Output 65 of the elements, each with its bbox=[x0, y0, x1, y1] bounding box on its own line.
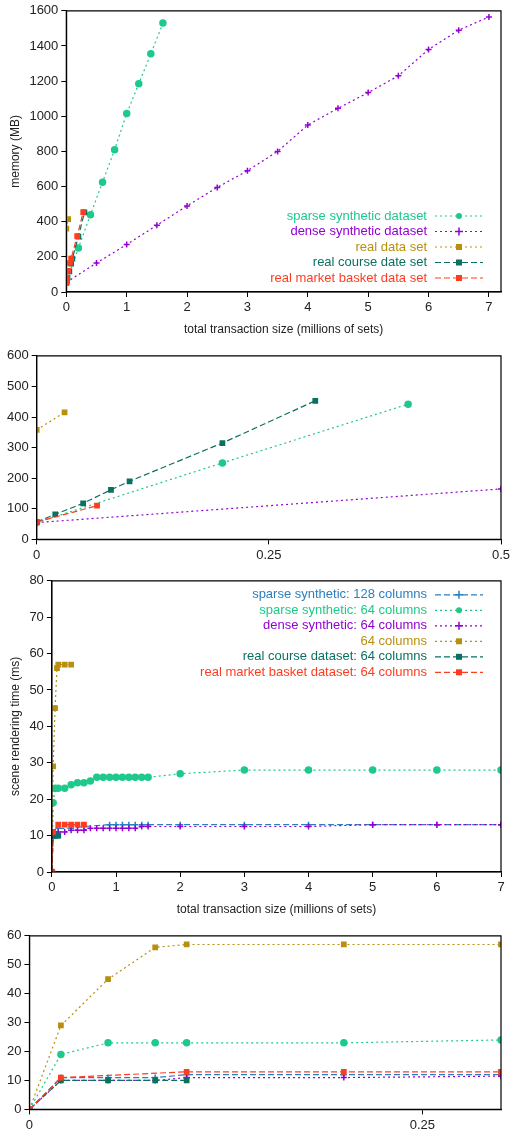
legend-label: sparse synthetic: 64 columns bbox=[259, 601, 428, 617]
y-tick-label: 100 bbox=[6, 500, 29, 516]
y-axis-title: memory (MB) bbox=[7, 115, 22, 188]
x-axis-title: total transaction size (millions of sets) bbox=[176, 902, 377, 917]
legend-label: dense synthetic: 64 columns bbox=[262, 617, 428, 633]
y-tick-label: 0 bbox=[36, 863, 44, 879]
y-tick-label: 50 bbox=[29, 681, 44, 697]
y-tick-label: 1600 bbox=[29, 2, 59, 18]
x-tick-label: 6 bbox=[433, 879, 441, 895]
x-tick-label: 0.5 bbox=[491, 546, 511, 562]
legend-label: real course dataset: 64 columns bbox=[242, 648, 428, 664]
y-tick-label: 10 bbox=[6, 1072, 22, 1088]
y-tick-label: 50 bbox=[6, 956, 22, 972]
x-tick-label: 0.25 bbox=[256, 546, 282, 562]
x-tick-label: 7 bbox=[497, 879, 505, 895]
x-tick-label: 1 bbox=[112, 879, 120, 895]
legend-label: sparse synthetic: 128 columns bbox=[252, 586, 428, 602]
y-tick-label: 60 bbox=[6, 927, 22, 943]
y-tick-label: 400 bbox=[36, 213, 59, 229]
x-tick-label: 0.25 bbox=[409, 1116, 436, 1132]
x-tick-label: 7 bbox=[485, 299, 493, 315]
y-tick-label: 1000 bbox=[29, 107, 59, 123]
y-tick-label: 600 bbox=[36, 178, 59, 194]
x-tick-label: 2 bbox=[183, 299, 191, 315]
y-axis-title: scene rendering time (ms) bbox=[7, 656, 22, 797]
y-tick-label: 200 bbox=[36, 248, 59, 264]
legend-label: real market basket data set bbox=[270, 269, 428, 285]
x-tick-label: 6 bbox=[424, 299, 433, 315]
legend-label: sparse synthetic dataset bbox=[286, 207, 428, 223]
y-tick-label: 70 bbox=[29, 608, 44, 624]
y-tick-label: 300 bbox=[6, 439, 29, 455]
x-tick-label: 4 bbox=[304, 879, 313, 895]
y-tick-label: 20 bbox=[29, 790, 44, 806]
y-tick-label: 40 bbox=[29, 717, 44, 733]
x-axis-title: total transaction size (millions of sets) bbox=[183, 322, 384, 337]
legend-label: dense synthetic dataset bbox=[290, 223, 428, 239]
y-tick-label: 800 bbox=[36, 142, 59, 158]
y-tick-label: 10 bbox=[29, 827, 44, 843]
y-tick-label: 30 bbox=[6, 1014, 22, 1030]
y-tick-label: 1400 bbox=[29, 37, 59, 53]
y-tick-label: 500 bbox=[6, 377, 29, 393]
legend-label: real course date set bbox=[312, 254, 428, 270]
x-tick-label: 5 bbox=[369, 879, 377, 895]
x-tick-label: 4 bbox=[304, 299, 312, 315]
y-tick-label: 60 bbox=[29, 645, 44, 661]
x-tick-label: 3 bbox=[240, 879, 248, 895]
y-tick-label: 40 bbox=[6, 985, 22, 1001]
x-tick-label: 5 bbox=[364, 299, 372, 315]
y-tick-label: 20 bbox=[6, 1043, 22, 1059]
y-tick-label: 30 bbox=[29, 754, 44, 770]
y-tick-label: 80 bbox=[29, 572, 44, 588]
x-tick-label: 0 bbox=[62, 299, 70, 315]
y-tick-label: 0 bbox=[14, 1100, 22, 1116]
legend-label: real data set bbox=[355, 238, 428, 254]
legend-label: real market basket dataset: 64 columns bbox=[200, 663, 428, 679]
y-tick-label: 0 bbox=[21, 530, 29, 546]
y-tick-label: 0 bbox=[51, 283, 59, 299]
legend-label: 64 columns bbox=[360, 632, 428, 648]
x-tick-label: 3 bbox=[243, 299, 252, 315]
x-tick-label: 2 bbox=[176, 879, 184, 895]
y-tick-label: 600 bbox=[6, 347, 29, 363]
y-tick-label: 200 bbox=[6, 469, 29, 485]
y-tick-label: 1200 bbox=[29, 72, 59, 88]
y-tick-label: 400 bbox=[6, 408, 29, 424]
x-tick-label: 1 bbox=[123, 299, 131, 315]
